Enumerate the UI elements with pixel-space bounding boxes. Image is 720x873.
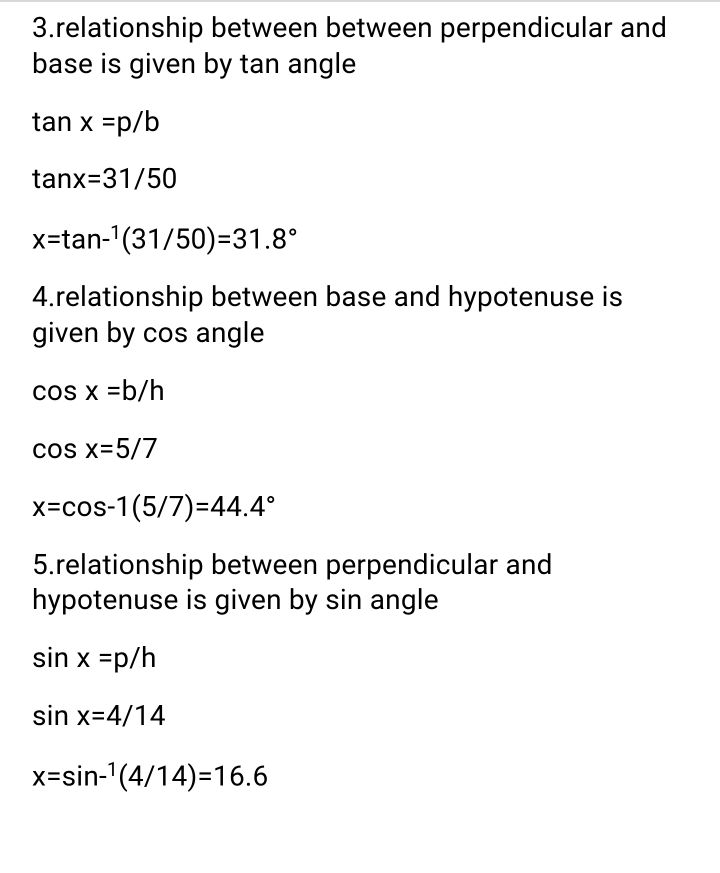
sin-result: x=sin-1(4/14)=16.6: [32, 756, 694, 794]
cos-formula: cos x =b/h: [32, 373, 694, 409]
sin-result-sup: 1: [107, 758, 118, 781]
tan-result: x=tan-1(31/50)=31.8°: [32, 219, 694, 257]
sin-substitution: sin x=4/14: [32, 698, 694, 734]
cos-result: x=cos-1(5/7)=44.4°: [32, 489, 694, 525]
tan-result-sup: 1: [110, 221, 121, 244]
section-4-heading: 4.relationship between base and hypotenu…: [32, 279, 694, 351]
section-3-heading: 3.relationship between between perpendic…: [32, 10, 694, 82]
top-divider-line: [0, 0, 720, 2]
section-5-heading: 5.relationship between perpendicular and…: [32, 547, 694, 619]
sin-result-pre: x=sin-: [32, 759, 107, 792]
tan-result-post: (31/50)=31.8°: [121, 223, 298, 256]
cos-substitution: cos x=5/7: [32, 431, 694, 467]
sin-result-post: (4/14)=16.6: [118, 759, 268, 792]
sin-formula: sin x =p/h: [32, 640, 694, 676]
tan-formula: tan x =p/b: [32, 104, 694, 140]
tan-result-pre: x=tan-: [32, 223, 110, 256]
tan-substitution: tanx=31/50: [32, 161, 694, 197]
